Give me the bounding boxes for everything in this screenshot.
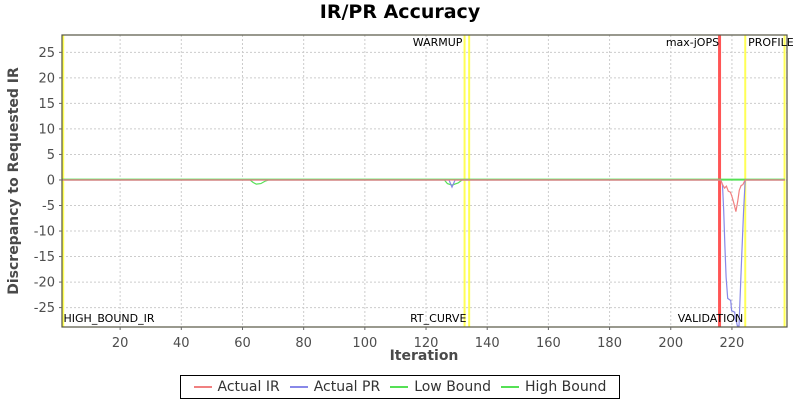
y-tick-label: -25 [34, 301, 55, 316]
y-tick-label: -15 [34, 250, 55, 265]
y-tick-label: 0 [47, 173, 55, 188]
chart-title: IR/PR Accuracy [319, 1, 481, 23]
series-layer [62, 178, 785, 327]
x-tick-label: 140 [475, 336, 500, 351]
y-tick-label: 20 [38, 71, 55, 86]
annotation-profile: PROFILE [748, 36, 794, 49]
legend-swatch [390, 386, 409, 388]
y-tick-label: -20 [34, 276, 55, 291]
plot-border [61, 34, 788, 328]
plot-area [62, 35, 787, 327]
annotation-max-jops: max-jOPS [666, 36, 719, 49]
legend-label: High Bound [525, 379, 607, 395]
x-axis-title: Iteration [390, 348, 459, 364]
x-tick-label: 40 [173, 336, 190, 351]
y-tick-label: 25 [38, 46, 55, 61]
chart-canvas: 20 40 60 80 100 120 140 160 180 200 220-25-20-15-1… [6, 34, 794, 364]
y-tick-label: 15 [38, 97, 55, 112]
legend-row: Actual IR Actual PR Low Bound High Bound [0, 375, 800, 399]
annotation-rt_curve: RT_CURVE [410, 312, 466, 325]
x-tick-label: 80 [295, 336, 312, 351]
x-tick-label: 60 [234, 336, 251, 351]
y-tick-label: -10 [34, 225, 55, 240]
annotation-layer: WARMUP max-jOPS PROFILE HIGH_BOUND_IR RT_CUR… [64, 36, 794, 325]
legend-box: Actual IR Actual PR Low Bound High Bound [179, 375, 621, 399]
y-tick-label: 10 [38, 122, 55, 137]
legend-swatch [289, 386, 308, 388]
marker-layer [62, 35, 786, 327]
annotation-validation: VALIDATION [678, 312, 744, 325]
legend-item-actual-ir: Actual IR [193, 379, 280, 395]
legend-label: Actual IR [217, 379, 280, 395]
x-tick-label: 160 [536, 336, 561, 351]
legend-swatch [193, 386, 212, 388]
series-actual-ir [62, 179, 785, 212]
x-tick-label: 200 [658, 336, 683, 351]
x-tick-label: 120 [414, 336, 439, 351]
legend-item-actual-pr: Actual PR [289, 379, 381, 395]
legend-label: Low Bound [414, 379, 492, 395]
y-tick-label: 5 [47, 148, 55, 163]
tick-layer: 20 40 60 80 100 120 140 160 180 200 220-25-20-15-1… [34, 46, 745, 351]
y-tick-label: -5 [42, 199, 55, 214]
y-axis-title: Discrepancy to Requested IR [6, 67, 22, 295]
x-tick-label: 180 [597, 336, 622, 351]
legend-swatch [501, 386, 520, 388]
x-tick-label: 220 [720, 336, 745, 351]
x-tick-label: 20 [112, 336, 129, 351]
legend-label: Actual PR [313, 379, 381, 395]
legend-item-low-bound: Low Bound [390, 379, 491, 395]
x-tick-label: 100 [352, 336, 377, 351]
annotation-high_bound_ir: HIGH_BOUND_IR [64, 312, 155, 325]
legend-item-high-bound: High Bound [501, 379, 606, 395]
annotation-warmup: WARMUP [413, 36, 463, 49]
